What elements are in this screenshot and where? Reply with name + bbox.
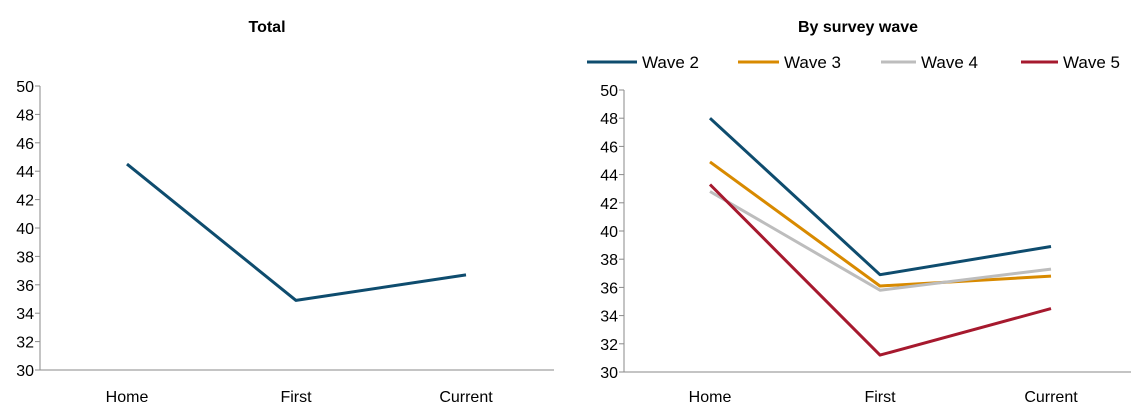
y-tick-label: 36 [16,278,34,295]
y-tick-label: 40 [16,221,34,238]
series-line-wave-3 [710,162,1051,286]
y-tick-label: 42 [600,196,618,213]
y-tick-label: 34 [600,309,618,326]
x-tick-label: First [280,389,312,406]
legend-item: Wave 5 [1021,53,1120,72]
chart-panel-2: By survey wave 30 32 34 36 38 40 42 44 46 48 50 Home… [587,19,1131,406]
y-tick-label: 44 [16,164,34,181]
x-tick-label: Current [1024,389,1078,406]
y-tick-label: 36 [600,280,618,297]
y-tick-label: 50 [16,79,34,96]
x-tick-label: Home [106,389,149,406]
series-line-total [127,164,466,300]
legend-label: Wave 5 [1063,53,1120,72]
y-tick-label: 38 [600,252,618,269]
x-tick-label: First [864,389,896,406]
y-tick-label: 46 [16,136,34,153]
y-tick-label: 30 [600,365,618,382]
y-tick-label: 38 [16,249,34,266]
y-tick-label: 42 [16,193,34,210]
x-tick-label: Home [689,389,732,406]
legend-item: Wave 2 [587,53,699,72]
y-tick-label: 48 [16,107,34,124]
y-tick-label: 34 [16,306,34,323]
chart-title: Total [248,19,285,36]
y-tick-label: 32 [16,335,34,352]
y-tick-label: 46 [600,139,618,156]
legend: Wave 2 Wave 3 Wave 4 Wave 5 [587,53,1120,72]
legend-label: Wave 2 [642,53,699,72]
legend-label: Wave 3 [784,53,841,72]
series-line-wave-5 [710,185,1051,356]
legend-item: Wave 3 [738,53,841,72]
y-tick-label: 50 [600,83,618,100]
legend-label: Wave 4 [921,53,978,72]
y-tick-label: 30 [16,363,34,380]
y-tick-label: 32 [600,337,618,354]
y-tick-label: 48 [600,111,618,128]
y-tick-label: 44 [600,168,618,185]
chart-panel-1: Total 30 32 34 36 38 40 42 44 46 48 50 Home First Curr… [16,19,554,406]
legend-item: Wave 4 [881,53,978,72]
chart-title: By survey wave [798,19,918,36]
y-tick-label: 40 [600,224,618,241]
x-tick-label: Current [439,389,493,406]
series-line-wave-2 [710,118,1051,275]
